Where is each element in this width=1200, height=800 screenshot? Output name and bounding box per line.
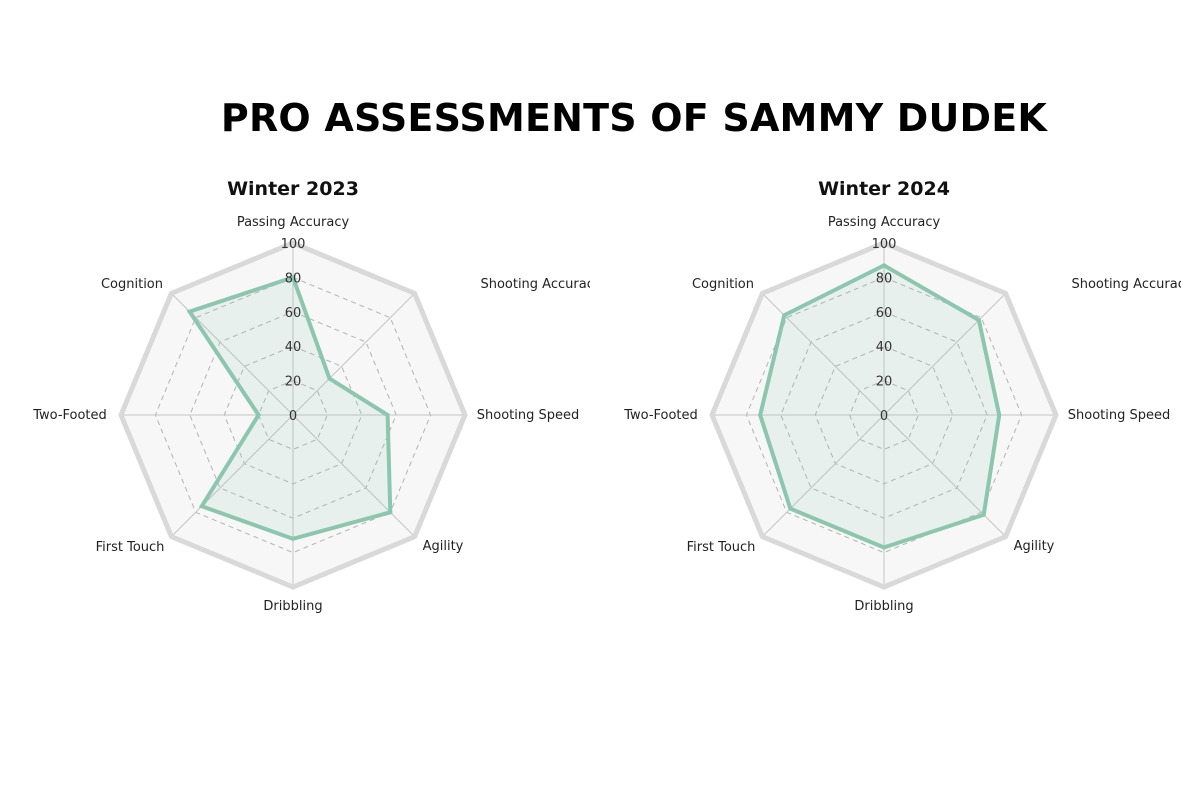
tick-label: 20 (285, 375, 302, 390)
axis-spoke (762, 414, 885, 537)
axis-label: Two-Footed (623, 408, 698, 423)
grid-ring (849, 380, 919, 450)
axis-spoke (171, 414, 294, 537)
axis-label: Shooting Speed (1068, 408, 1170, 423)
data-point-shooting-accuracy (327, 376, 332, 381)
tick-label: 0 (880, 409, 888, 424)
axis-label: Shooting Speed (477, 408, 579, 423)
grid-ring (258, 380, 328, 450)
radar-svg: Winter 2023 0 20 40 60 80 100 Passing Accuracy S… (32, 178, 590, 614)
grid-ring (154, 276, 432, 554)
axis-label: Shooting Accuracy (480, 277, 590, 292)
axis-label: First Touch (96, 540, 165, 555)
axis-label: Dribbling (854, 599, 913, 614)
axis-spoke (292, 414, 415, 537)
data-point-cognition (187, 309, 192, 314)
axis-spoke (883, 414, 1006, 537)
data-point-shooting-speed (385, 413, 390, 417)
axis-label: First Touch (687, 540, 756, 555)
page-title: PRO ASSESSMENTS OF SAMMY DUDEK (220, 96, 1048, 140)
data-point-dribbling (291, 536, 295, 541)
data-point-shooting-accuracy (976, 318, 981, 323)
data-point-dribbling (882, 545, 886, 550)
data-point-shooting-speed (997, 413, 1002, 417)
data-point-two-footed (256, 413, 261, 417)
tick-label: 80 (285, 271, 302, 286)
outer-ring (709, 240, 1059, 590)
radar-chart-winter-2023: Winter 2023 0 20 40 60 80 100 Passing Accuracy S… (0, 160, 590, 640)
grid-ring (745, 276, 1023, 554)
tick-label: 100 (281, 237, 306, 252)
data-point-agility (981, 512, 986, 517)
data-point-agility (388, 510, 393, 515)
chart-title: Winter 2023 (227, 178, 359, 200)
tick-label: 40 (876, 340, 893, 355)
axis-spoke (762, 293, 885, 416)
radar-chart-winter-2024: Winter 2024 0 20 40 60 80 100 Passing Accuracy S… (591, 160, 1181, 640)
axis-label: Shooting Accuracy (1071, 277, 1181, 292)
axis-label: Dribbling (263, 599, 322, 614)
axis-spoke (292, 293, 415, 416)
data-point-first-touch (199, 504, 204, 509)
axis-label: Two-Footed (32, 408, 107, 423)
radar-svg: Winter 2024 0 20 40 60 80 100 Passing Accuracy S… (623, 178, 1181, 614)
tick-label: 80 (876, 271, 893, 286)
tick-label: 60 (876, 306, 893, 321)
axis-label: Passing Accuracy (237, 215, 350, 230)
tick-label: 0 (289, 409, 297, 424)
outer-ring (118, 240, 468, 590)
chart-title: Winter 2024 (818, 178, 950, 200)
data-point-passing-accuracy (882, 263, 886, 268)
data-point-two-footed (758, 413, 763, 417)
tick-label: 100 (872, 237, 897, 252)
axis-label: Cognition (692, 277, 754, 292)
data-point-first-touch (788, 506, 793, 511)
tick-label: 40 (285, 340, 302, 355)
axis-label: Cognition (101, 277, 163, 292)
axis-label: Agility (423, 539, 464, 554)
axis-label: Passing Accuracy (828, 215, 941, 230)
tick-label: 60 (285, 306, 302, 321)
tick-label: 20 (876, 375, 893, 390)
data-point-passing-accuracy (291, 275, 295, 280)
axis-spoke (883, 293, 1006, 416)
axis-label: Agility (1014, 539, 1055, 554)
data-point-cognition (782, 313, 787, 318)
